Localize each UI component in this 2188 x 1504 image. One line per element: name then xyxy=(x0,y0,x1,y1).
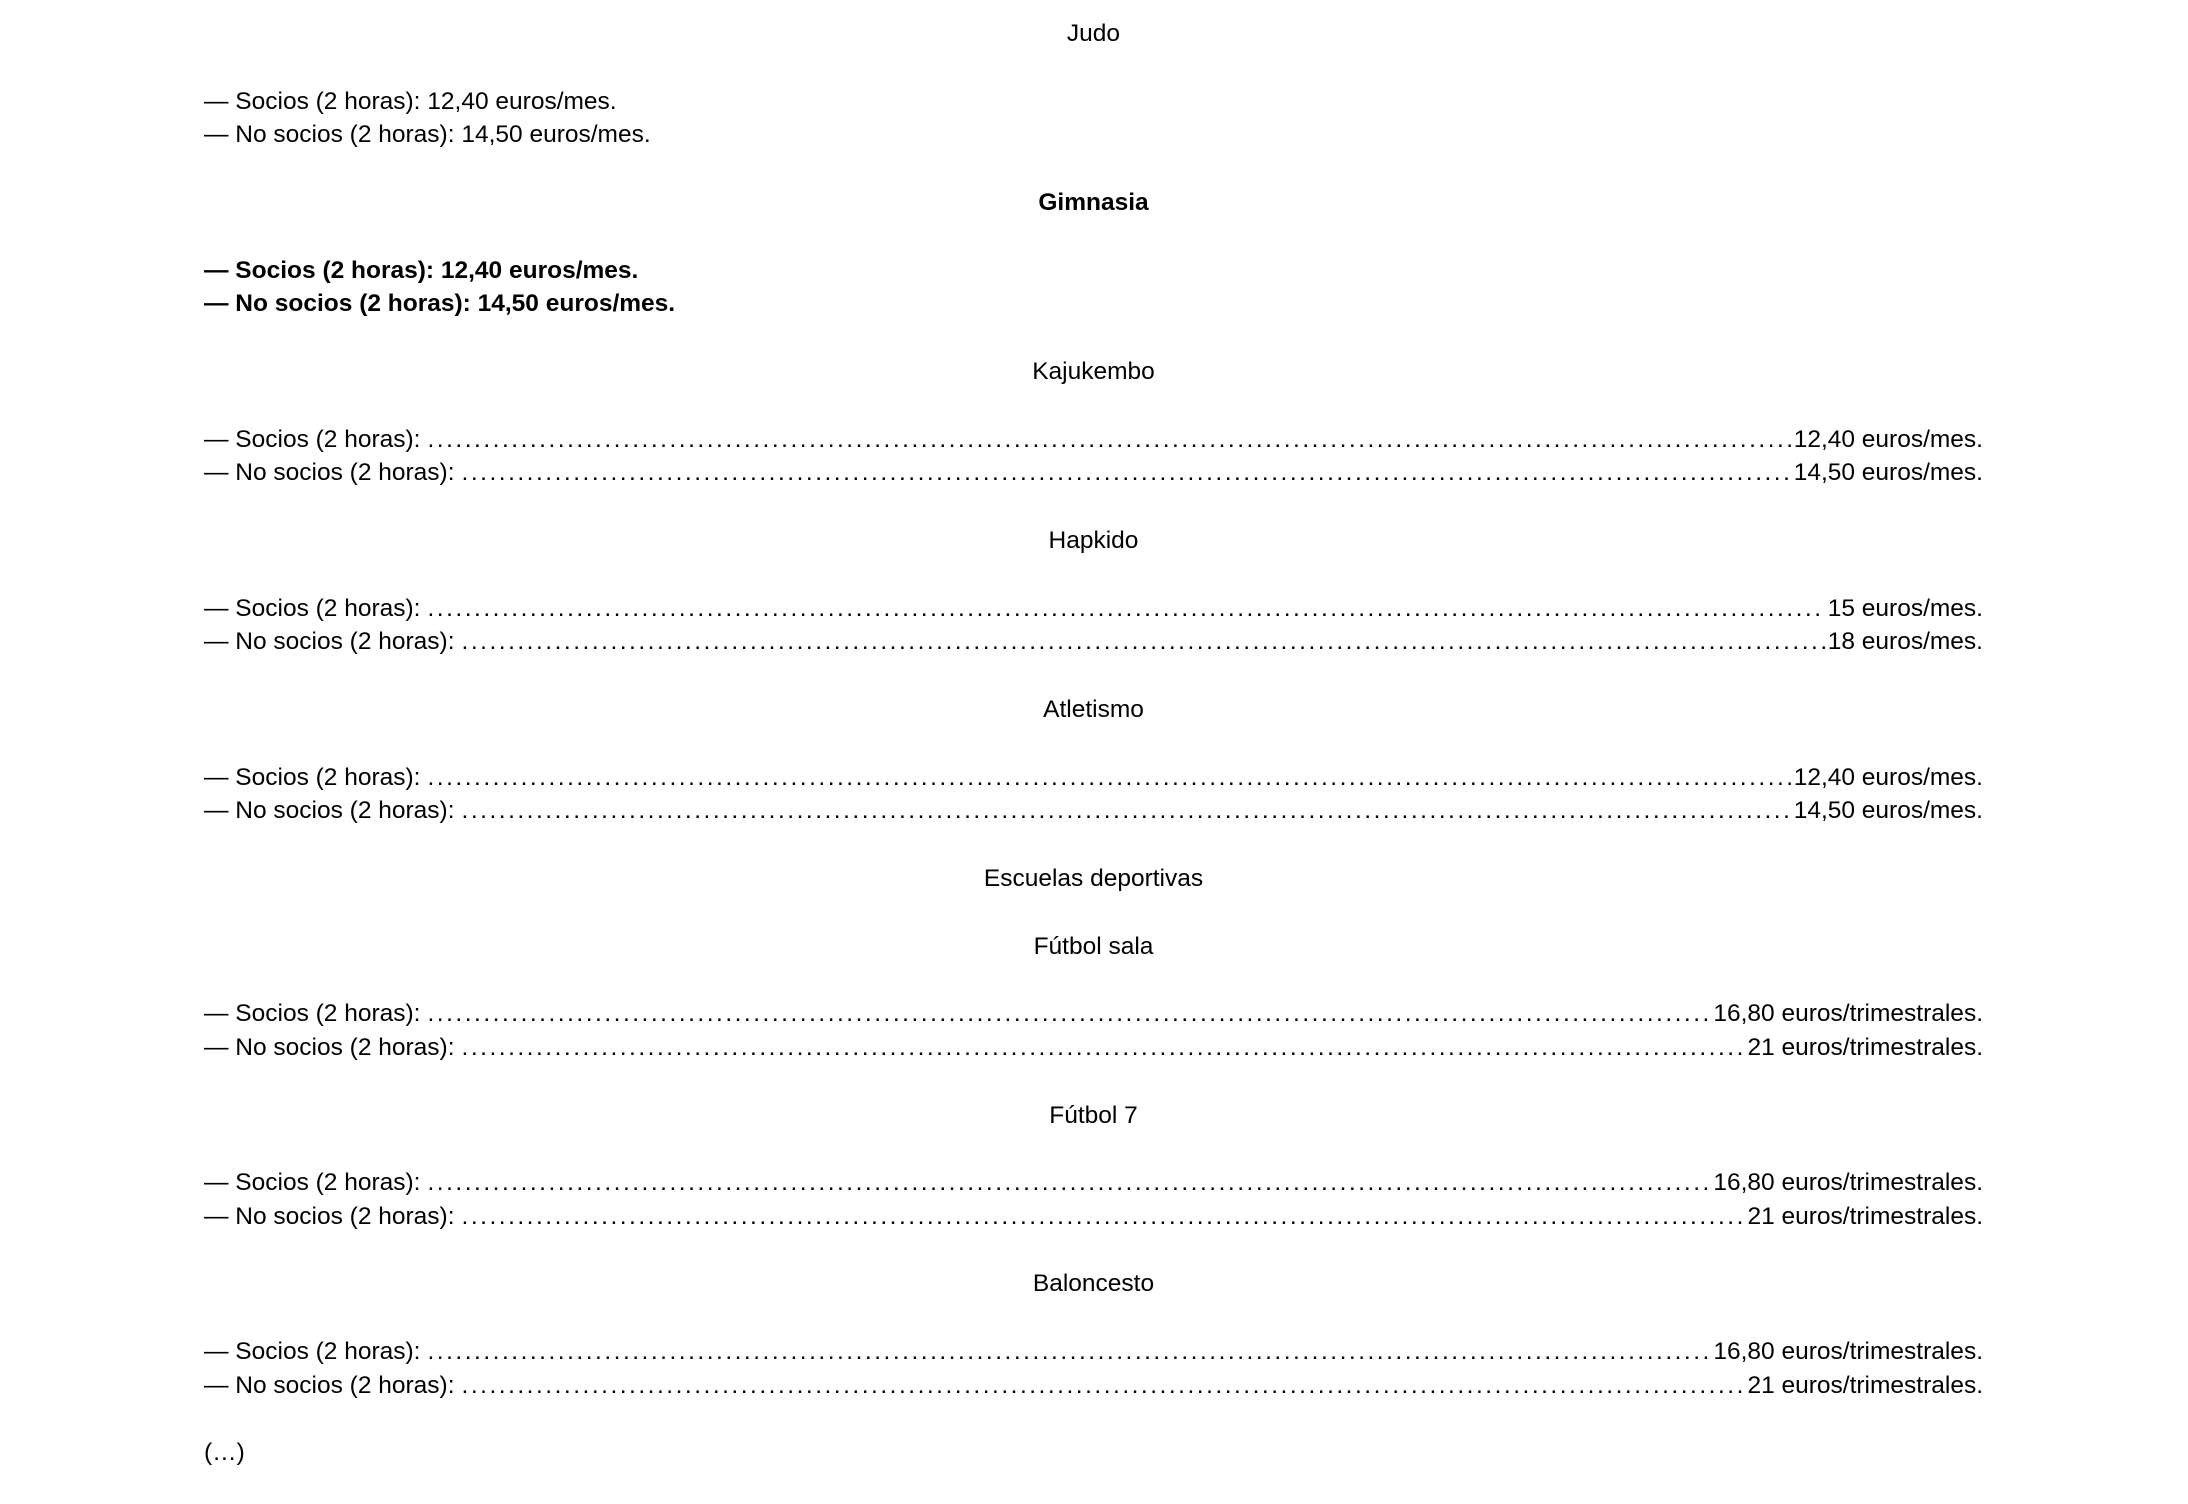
fee-label: — Socios (2 horas): xyxy=(204,425,421,453)
fee-line: — No socios (2 horas): 14,50 euros/mes. xyxy=(204,794,1983,828)
fee-line: — Socios (2 horas): 12,40 euros/mes. xyxy=(204,423,1983,457)
section-title-baloncesto: Baloncesto xyxy=(1032,1270,1155,1298)
fee-line: — Socios (2 horas): 16,80 euros/trimestr… xyxy=(204,1166,1983,1200)
spacer xyxy=(204,659,1983,693)
fee-value: 21 euros/trimestrales. xyxy=(1747,1371,1983,1399)
fee-line: — Socios (2 horas): 16,80 euros/trimestr… xyxy=(204,1335,1983,1369)
fee-line: — Socios (2 horas): 16,80 euros/trimestr… xyxy=(204,997,1983,1031)
fee-label: — No socios (2 horas): xyxy=(204,797,455,825)
spacer xyxy=(204,558,1983,592)
spacer xyxy=(204,220,1983,254)
dot-leader xyxy=(428,997,1711,1031)
spacer xyxy=(204,727,1983,761)
fee-value: 15 euros/mes. xyxy=(1827,594,1983,622)
fee-line: — No socios (2 horas): 14,50 euros/mes. xyxy=(204,290,676,318)
ellipsis-note: (…) xyxy=(204,1439,245,1467)
dot-leader xyxy=(462,794,1791,828)
dot-leader xyxy=(428,1335,1711,1369)
section-title-judo: Judo xyxy=(1066,20,1121,47)
fee-value: 21 euros/trimestrales. xyxy=(1747,1202,1983,1230)
section-title-atletismo: Atletismo xyxy=(1043,695,1144,723)
fee-value: 12,40 euros/mes. xyxy=(1793,763,1983,791)
dot-leader xyxy=(462,1369,1745,1403)
dot-leader xyxy=(428,1166,1711,1200)
section-title-futbol-sala: Fútbol sala xyxy=(1033,932,1154,960)
spacer xyxy=(204,152,1983,186)
spacer xyxy=(204,963,1983,997)
fee-label: — No socios (2 horas): xyxy=(204,459,455,487)
section-title-gimnasia: Gimnasia xyxy=(1038,188,1149,216)
dot-leader xyxy=(428,423,1791,457)
fee-line: — Socios (2 horas): 12,40 euros/mes. xyxy=(204,256,639,284)
spacer xyxy=(204,1301,1983,1335)
fee-line: — No socios (2 horas): 14,50 euros/mes. xyxy=(204,121,651,149)
fee-line: — No socios (2 horas): 18 euros/mes. xyxy=(204,625,1983,659)
section-title-futbol-7: Fútbol 7 xyxy=(1049,1101,1138,1129)
spacer xyxy=(204,490,1983,524)
dot-leader xyxy=(428,592,1825,626)
fee-value: 16,80 euros/trimestrales. xyxy=(1713,1169,1983,1197)
fee-line: — No socios (2 horas): 21 euros/trimestr… xyxy=(204,1369,1983,1403)
spacer xyxy=(204,51,1983,85)
fee-value: 21 euros/trimestrales. xyxy=(1747,1033,1983,1061)
spacer xyxy=(204,321,1983,355)
section-title-escuelas-deportivas: Escuelas deportivas xyxy=(983,864,1204,892)
dot-leader xyxy=(428,761,1791,795)
fee-label: — No socios (2 horas): xyxy=(204,1371,455,1399)
fee-line: — Socios (2 horas): 12,40 euros/mes. xyxy=(204,761,1983,795)
fee-line: — No socios (2 horas): 14,50 euros/mes. xyxy=(204,456,1983,490)
fee-value: 18 euros/mes. xyxy=(1827,628,1983,656)
fee-value: 14,50 euros/mes. xyxy=(1793,797,1983,825)
fee-line: — Socios (2 horas): 12,40 euros/mes. xyxy=(204,87,617,115)
document-page: Judo — Socios (2 horas): 12,40 euros/mes… xyxy=(0,0,2188,1470)
fee-label: — Socios (2 horas): xyxy=(204,763,421,791)
fee-label: — Socios (2 horas): xyxy=(204,1169,421,1197)
fee-line: — No socios (2 horas): 21 euros/trimestr… xyxy=(204,1031,1983,1065)
fee-value: 16,80 euros/trimestrales. xyxy=(1713,1338,1983,1366)
spacer xyxy=(204,1403,1983,1437)
dot-leader xyxy=(462,625,1825,659)
fee-line: — No socios (2 horas): 21 euros/trimestr… xyxy=(204,1200,1983,1234)
fee-label: — No socios (2 horas): xyxy=(204,1033,455,1061)
fee-label: — Socios (2 horas): xyxy=(204,1338,421,1366)
fee-value: 16,80 euros/trimestrales. xyxy=(1713,1000,1983,1028)
fee-label: — Socios (2 horas): xyxy=(204,1000,421,1028)
fee-label: — No socios (2 horas): xyxy=(204,1202,455,1230)
fee-line: — Socios (2 horas): 15 euros/mes. xyxy=(204,592,1983,626)
fee-label: — Socios (2 horas): xyxy=(204,594,421,622)
spacer xyxy=(204,896,1983,930)
section-title-kajukembo: Kajukembo xyxy=(1032,357,1155,385)
spacer xyxy=(204,1065,1983,1099)
spacer xyxy=(204,389,1983,423)
dot-leader xyxy=(462,456,1791,490)
spacer xyxy=(204,828,1983,862)
section-title-hapkido: Hapkido xyxy=(1048,526,1139,554)
fee-value: 12,40 euros/mes. xyxy=(1793,425,1983,453)
dot-leader xyxy=(462,1031,1745,1065)
spacer xyxy=(204,1132,1983,1166)
fee-label: — No socios (2 horas): xyxy=(204,628,455,656)
dot-leader xyxy=(462,1200,1745,1234)
spacer xyxy=(204,1234,1983,1268)
fee-value: 14,50 euros/mes. xyxy=(1793,459,1983,487)
